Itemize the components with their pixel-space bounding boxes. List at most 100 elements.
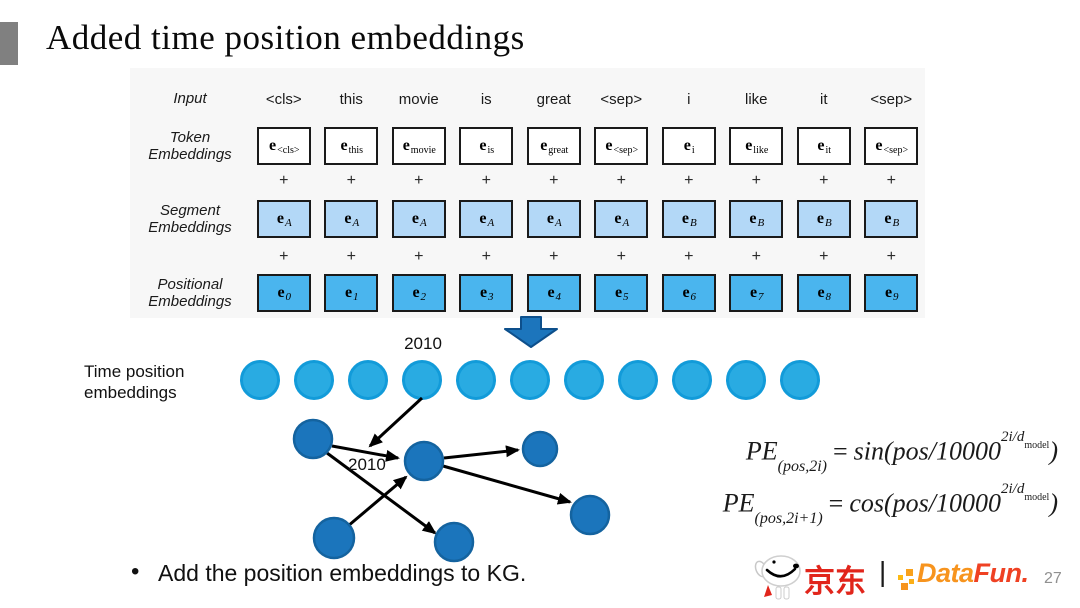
plus-sign: + [481,172,491,189]
dog-scarf [764,585,772,597]
title-accent-bar [0,22,18,65]
edge-year-to-node [368,396,424,448]
edge-e-b [347,475,408,528]
token-embedding-box: e <cls> [256,127,311,165]
down-arrow-icon [504,316,558,348]
time-embedding-circle [618,360,658,400]
time-embedding-circle [780,360,820,400]
plus-sign: + [481,248,491,265]
graph-node [292,418,334,460]
input-token: <sep> [870,90,913,108]
input-token: i [687,90,691,108]
input-row-label: Input [173,90,207,108]
time-embedding-circle [726,360,766,400]
token-embedding-box: e this [324,127,379,165]
plus-sign: + [751,172,761,189]
embedding-table: Input <cls> this movie is great <sep> i … [130,68,925,318]
time-embedding-circle [672,360,712,400]
input-token: <sep> [600,90,643,108]
graph-node [521,430,559,468]
plus-sign: + [886,172,896,189]
edge-b-d [442,464,572,505]
plus-sign: + [886,248,896,265]
pe-formula-cos: PE(pos,2i+1)= cos(pos/100002i/dmodel) [722,480,1058,527]
jd-logo-text: 京东 [804,564,866,599]
token-embedding-box: e <sep> [594,127,649,165]
plus-sign: + [684,248,694,265]
datafun-logo-text: DataFun. [917,558,1029,588]
time-embedding-circle [510,360,550,400]
plus-sign: + [346,172,356,189]
graph-node [403,440,445,482]
dog-nose [793,563,799,569]
token-embedding-box: e is [459,127,514,165]
page-title: Added time position embeddings [46,18,525,57]
token-embedding-box: e it [796,127,851,165]
plus-row: + + + + + + + + + + [130,168,925,194]
edge-a-f [326,451,437,535]
time-embedding-circles [240,360,840,400]
pe-formula-sin: PE(pos,2i)= sin(pos/100002i/dmodel) [745,429,1058,475]
graph-node [312,516,356,560]
graph-node [569,494,611,536]
plus-sign: + [279,248,289,265]
input-token: great [536,90,571,108]
jd-dog-mascot-icon [754,555,801,600]
knowledge-graph [292,396,611,563]
year-label-graph: 2010 [348,455,386,474]
plus-sign: + [549,248,559,265]
time-embedding-circle [564,360,604,400]
bullet-text: Add the position embeddings to KG. [158,560,527,586]
bullet-marker: • [131,558,140,585]
plus-sign: + [751,248,761,265]
segment-row-label: Segment Embeddings [148,201,232,236]
edge-b-c [443,445,520,460]
input-token: this [339,90,363,108]
token-embeddings-row: Token Embeddings e <cls> e this e movie e is… [130,124,925,168]
time-embedding-circle [456,360,496,400]
plus-sign: + [616,248,626,265]
input-token: <cls> [265,90,302,108]
positional-encoding-formulas: PE(pos,2i)= sin(pos/100002i/dmodel) PE(po… [640,428,1058,532]
input-row: Input <cls> this movie is great <sep> i … [130,74,925,124]
datafun-logo-icon [898,569,914,590]
input-token: is [480,90,492,108]
time-embedding-circle [294,360,334,400]
edge-a-b [331,444,400,462]
page-number: 27 [1044,570,1062,587]
token-embedding-box: e like [729,127,784,165]
token-embedding-box: e great [526,127,581,165]
plus-sign: + [684,172,694,189]
token-row-label: Token Embeddings [148,128,232,163]
year-label-top: 2010 [404,334,442,353]
graph-node [433,521,475,563]
time-embedding-circle [348,360,388,400]
plus-sign: + [819,172,829,189]
plus-sign: + [819,248,829,265]
time-embedding-circle [240,360,280,400]
plus-sign: + [414,248,424,265]
time-position-embeddings-label: Time position embeddings [84,362,185,403]
dog-smile [765,567,797,578]
logo-separator: | [879,556,887,587]
plus-sign: + [549,172,559,189]
plus-sign: + [414,172,424,189]
input-token: like [744,90,768,108]
